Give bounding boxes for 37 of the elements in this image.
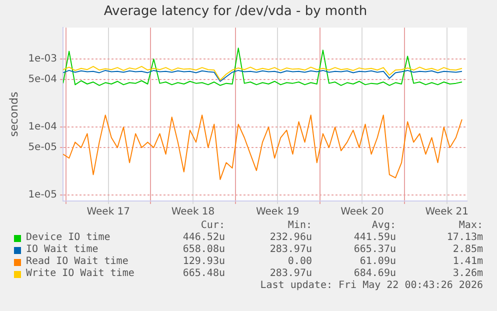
text: 446.52u [182,232,225,244]
text: 684.69u [354,268,396,280]
y-tick-label: 5e-05 [28,142,58,154]
text: 2.85m [452,244,483,256]
x-tick-label: Week 17 [86,206,130,218]
text: Cur: [200,220,225,232]
text: 17.13m [446,232,483,244]
legend-label: Write IO Wait time [26,268,134,280]
x-tick-label: Week 19 [256,206,300,218]
text: 232.96u [270,232,312,244]
text: 665.48u [182,268,225,280]
y-tick-label: 1e-03 [28,54,58,65]
text: Avg: [372,220,396,232]
text: 441.59u [354,232,396,244]
chart-title: Average latency for /dev/vda - by month [104,4,368,20]
text: Min: [288,220,312,232]
text: 0.00 [288,256,312,268]
text: 665.37u [354,244,396,256]
legend-label: Device IO time [26,232,110,244]
text: 1.41m [452,256,483,268]
text: Max: [458,220,483,232]
legend-label: Read IO Wait time [26,256,128,268]
y-tick-label: 1e-05 [28,190,58,201]
y-tick-label: 1e-04 [28,122,58,133]
text: Last update: Fri May 22 00:43:26 2026 [260,280,483,292]
text: 129.93u [182,256,225,268]
x-tick-label: Week 18 [171,206,215,218]
y-tick-label: 5e-04 [28,74,58,86]
legend-label: IO Wait time [26,244,98,256]
text: 283.97u [270,268,312,280]
text: 658.08u [182,244,225,256]
y-axis-title: seconds [7,92,20,137]
x-tick-label: Week 20 [340,206,384,218]
x-tick-label: Week 21 [425,206,469,218]
text: 3.26m [452,268,483,280]
text: 61.09u [360,256,396,268]
text: 283.97u [270,244,312,256]
